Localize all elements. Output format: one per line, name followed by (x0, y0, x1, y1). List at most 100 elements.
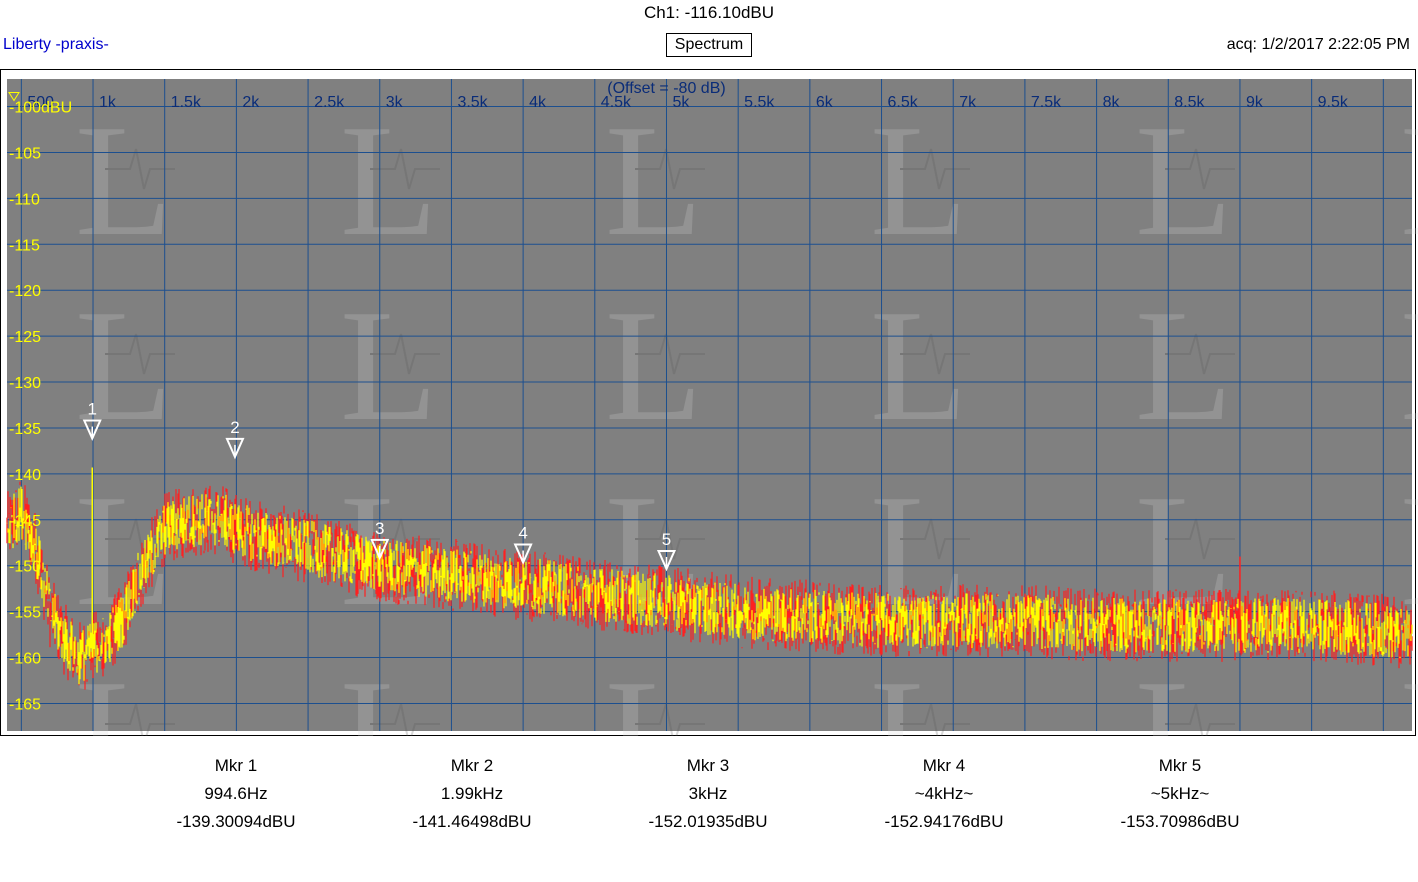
marker-readout-5: Mkr 5 ~5kHz~ -153.70986dBU (1080, 752, 1280, 836)
marker-triangle-icon (656, 549, 677, 572)
marker-3[interactable]: 3 (370, 519, 390, 561)
y-tick-label: -135 (9, 421, 41, 438)
marker-label: 3 (375, 519, 384, 538)
x-tick-label: 4k (529, 94, 547, 111)
x-tick-label: 5.5k (744, 94, 775, 111)
marker-1[interactable]: 1 (82, 400, 102, 442)
marker-triangle-icon (225, 437, 245, 460)
y-tick-label: -140 (9, 467, 41, 484)
y-tick-label: -150 (9, 559, 41, 576)
watermark-pulse-icon (105, 333, 175, 375)
watermark-letter: L (870, 646, 968, 736)
x-tick-label: 9k (1246, 94, 1264, 111)
marker-label: 5 (662, 530, 671, 549)
y-tick-label: -120 (9, 283, 41, 300)
watermark-letter: L (1400, 646, 1418, 736)
x-tick-label: 500 (27, 94, 54, 111)
x-tick-label: 2.5k (314, 94, 345, 111)
watermark-letter: L (75, 91, 173, 269)
marker-frequency: 3kHz (688, 784, 728, 803)
watermark-letter: L (605, 646, 703, 736)
watermark-letter: L (340, 276, 438, 454)
x-tick-label: 1k (99, 94, 117, 111)
marker-level: -153.70986dBU (1120, 812, 1240, 831)
marker-triangle-icon (513, 543, 533, 565)
watermark-pulse-icon (105, 148, 175, 190)
watermark-pulse-icon (900, 333, 970, 375)
marker-triangle-icon (82, 419, 102, 442)
acquisition-timestamp: acq: 1/2/2017 2:22:05 PM (1226, 36, 1410, 53)
channel-readout: Ch1: -116.10dBU (643, 3, 775, 22)
watermark-letter: L (605, 91, 703, 269)
marker-label: 4 (518, 524, 527, 543)
marker-level: -152.01935dBU (648, 812, 768, 831)
watermark-pulse-icon (370, 333, 440, 375)
logo-watermark: LLLLLLLLLLLLLLLLLLLLLLLL (75, 91, 1418, 736)
y-tick-label: -145 (9, 513, 41, 530)
x-tick-label: 4.5k (601, 94, 632, 111)
x-tick-label: 8k (1103, 94, 1121, 111)
watermark-letter: L (340, 646, 438, 736)
y-tick-label: -165 (9, 696, 41, 713)
y-tick-label: -130 (9, 375, 41, 392)
watermark-letter: L (1135, 646, 1233, 736)
x-tick-label: 7.5k (1031, 94, 1062, 111)
marker-readout-2: Mkr 2 1.99kHz -141.46498dBU (372, 752, 572, 836)
watermark-pulse-icon (370, 703, 440, 736)
watermark-pulse-icon (635, 333, 705, 375)
marker-level: -139.30094dBU (176, 812, 296, 831)
watermark-pulse-icon (635, 518, 705, 560)
watermark-letter: L (870, 91, 968, 269)
marker-readout-4: Mkr 4 ~4kHz~ -152.94176dBU (844, 752, 1044, 836)
watermark-pulse-icon (1165, 703, 1235, 736)
watermark-pulse-icon (1165, 148, 1235, 190)
marker-label: 1 (88, 400, 97, 419)
marker-level: -152.94176dBU (884, 812, 1004, 831)
x-tick-label: 2k (242, 94, 260, 111)
marker-title: Mkr 2 (450, 756, 494, 775)
marker-readout-1: Mkr 1 994.6Hz -139.30094dBU (136, 752, 336, 836)
x-tick-label: 6k (816, 94, 834, 111)
watermark-pulse-icon (1165, 333, 1235, 375)
watermark-pulse-icon (1165, 518, 1235, 560)
y-tick-label: -160 (9, 651, 41, 668)
y-tick-label: -115 (9, 237, 40, 254)
y-tick-label: -105 (9, 145, 41, 162)
spectrum-chart[interactable]: LLLLLLLLLLLLLLLLLLLLLLLL 500 1k 1.5k 2k 2.5k 3… (0, 69, 1418, 736)
x-tick-label: 6.5k (888, 94, 919, 111)
x-tick-label: 8.5k (1174, 94, 1205, 111)
watermark-letter: L (870, 276, 968, 454)
watermark-pulse-icon (105, 518, 175, 560)
y-tick-label: -155 (9, 605, 41, 622)
x-tick-label: 3.5k (457, 94, 488, 111)
watermark-letter: L (1135, 91, 1233, 269)
view-mode-button[interactable]: Spectrum (666, 33, 752, 57)
x-tick-label: 5k (672, 94, 690, 111)
offset-note: (Offset = -80 dB) (607, 80, 725, 97)
watermark-pulse-icon (900, 518, 970, 560)
watermark-pulse-icon (900, 703, 970, 736)
marker-readout-3: Mkr 3 3kHz -152.01935dBU (608, 752, 808, 836)
watermark-pulse-icon (635, 148, 705, 190)
marker-title: Mkr 5 (1158, 756, 1202, 775)
marker-title: Mkr 1 (214, 756, 258, 775)
marker-2[interactable]: 2 (225, 418, 245, 460)
watermark-letter: L (1400, 276, 1418, 454)
marker-title: Mkr 4 (922, 756, 966, 775)
x-tick-label: 7k (959, 94, 977, 111)
marker-title: Mkr 3 (686, 756, 730, 775)
marker-frequency: ~4kHz~ (914, 784, 974, 803)
marker-5[interactable]: 5 (656, 530, 677, 572)
y-tick-label: -110 (9, 191, 40, 208)
y-tick-label: -100dBU (9, 100, 72, 117)
y-tick-label: -125 (9, 329, 41, 346)
watermark-pulse-icon (635, 703, 705, 736)
watermark-letter: L (1135, 276, 1233, 454)
marker-label: 2 (230, 418, 239, 437)
app-name: Liberty -praxis- (3, 36, 109, 53)
marker-4[interactable]: 4 (513, 524, 533, 565)
watermark-letter: L (1400, 461, 1418, 639)
marker-frequency: 994.6Hz (204, 784, 268, 803)
watermark-letter: L (1400, 91, 1418, 269)
watermark-letter: L (340, 461, 438, 639)
